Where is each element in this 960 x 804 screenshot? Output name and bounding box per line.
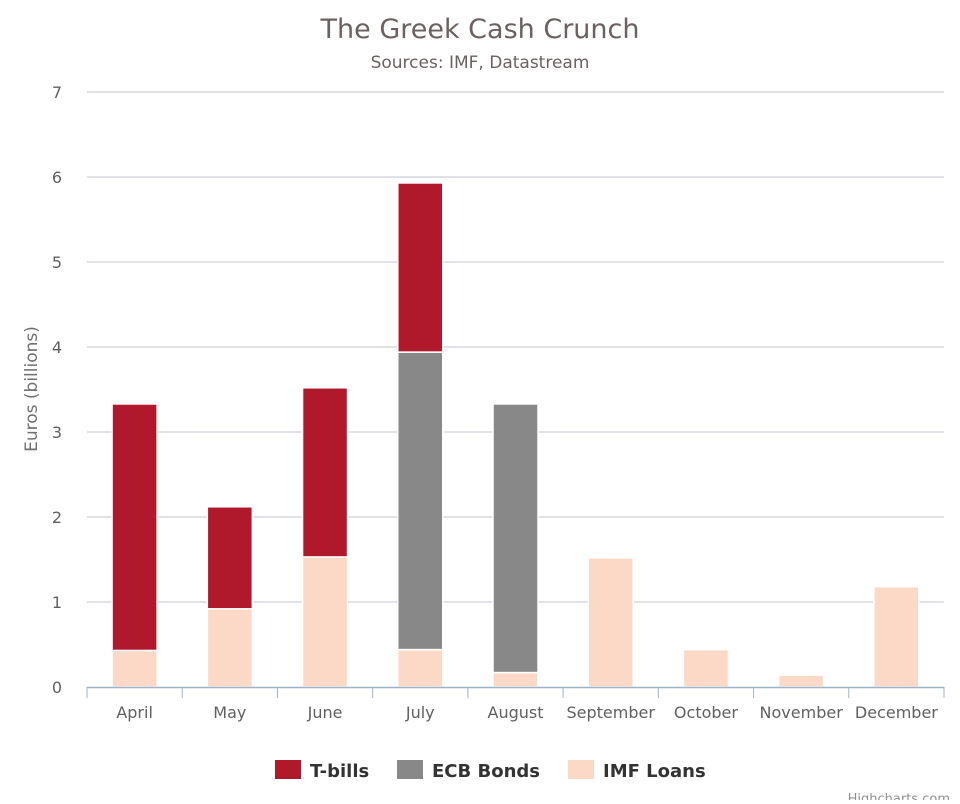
y-tick-label: 2 bbox=[52, 508, 62, 527]
x-tick-label: May bbox=[213, 703, 246, 722]
y-tick-label: 4 bbox=[52, 338, 62, 357]
x-tick-label: June bbox=[307, 703, 343, 722]
bar-imf-loans-november[interactable] bbox=[777, 674, 825, 688]
bar-ecb-bonds-july[interactable] bbox=[397, 351, 444, 651]
y-tick-label: 3 bbox=[52, 423, 62, 442]
bar-t-bills-april[interactable] bbox=[111, 403, 158, 652]
credits-text[interactable]: Highcharts.com bbox=[848, 792, 950, 804]
bar-imf-loans-october[interactable] bbox=[682, 648, 730, 688]
y-tick-label: 5 bbox=[52, 253, 62, 272]
bar-ecb-bonds-august[interactable] bbox=[492, 403, 539, 674]
x-tick-label: July bbox=[405, 703, 435, 722]
bar-t-bills-may[interactable] bbox=[206, 506, 254, 610]
x-tick-label: April bbox=[116, 703, 153, 722]
y-tick-label: 7 bbox=[52, 83, 62, 102]
bar-imf-loans-august[interactable] bbox=[492, 671, 539, 688]
bar-imf-loans-september[interactable] bbox=[587, 557, 634, 688]
bars bbox=[111, 182, 920, 688]
y-axis-title: Euros (billions) bbox=[22, 326, 42, 452]
legend-swatch bbox=[397, 760, 423, 779]
bar-t-bills-july[interactable] bbox=[397, 182, 444, 353]
y-tick-label: 1 bbox=[52, 593, 62, 612]
bar-imf-loans-december[interactable] bbox=[873, 585, 920, 688]
legend-label: T-bills bbox=[310, 761, 369, 782]
bar-imf-loans-may[interactable] bbox=[206, 608, 254, 688]
x-tick-label: September bbox=[567, 703, 656, 722]
chart-subtitle: Sources: IMF, Datastream bbox=[371, 53, 590, 73]
legend-swatch bbox=[275, 760, 301, 779]
legend-label: IMF Loans bbox=[603, 761, 706, 782]
y-tick-label: 0 bbox=[52, 678, 62, 697]
x-axis: April May June July August September October No… bbox=[86, 686, 945, 722]
y-tick-label: 6 bbox=[52, 168, 62, 187]
bar-imf-loans-july[interactable] bbox=[397, 648, 444, 688]
legend-item-ecb-bonds[interactable]: ECB Bonds bbox=[397, 760, 540, 782]
bar-imf-loans-june[interactable] bbox=[301, 556, 349, 688]
legend: T-bills ECB Bonds IMF Loans bbox=[275, 760, 706, 782]
legend-item-t-bills[interactable]: T-bills bbox=[275, 760, 369, 782]
legend-swatch bbox=[568, 760, 594, 779]
y-axis-ticks: 0 1 2 3 4 5 6 7 bbox=[52, 83, 62, 697]
x-tick-label: December bbox=[855, 703, 938, 722]
x-tick-label: August bbox=[488, 703, 544, 722]
legend-label: ECB Bonds bbox=[432, 761, 540, 782]
x-tick-label: November bbox=[760, 703, 844, 722]
legend-item-imf-loans[interactable]: IMF Loans bbox=[568, 760, 706, 782]
bar-t-bills-june[interactable] bbox=[301, 387, 349, 558]
bar-imf-loans-april[interactable] bbox=[111, 649, 158, 688]
chart-title: The Greek Cash Crunch bbox=[320, 14, 640, 45]
x-tick-label: October bbox=[674, 703, 738, 722]
